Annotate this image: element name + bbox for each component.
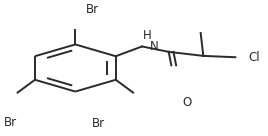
Text: Br: Br [91,117,105,130]
Text: N: N [150,40,158,53]
Text: O: O [183,96,192,109]
Text: Br: Br [4,116,17,129]
Text: Br: Br [86,3,99,16]
Text: Cl: Cl [249,51,260,64]
Text: H: H [142,29,151,41]
